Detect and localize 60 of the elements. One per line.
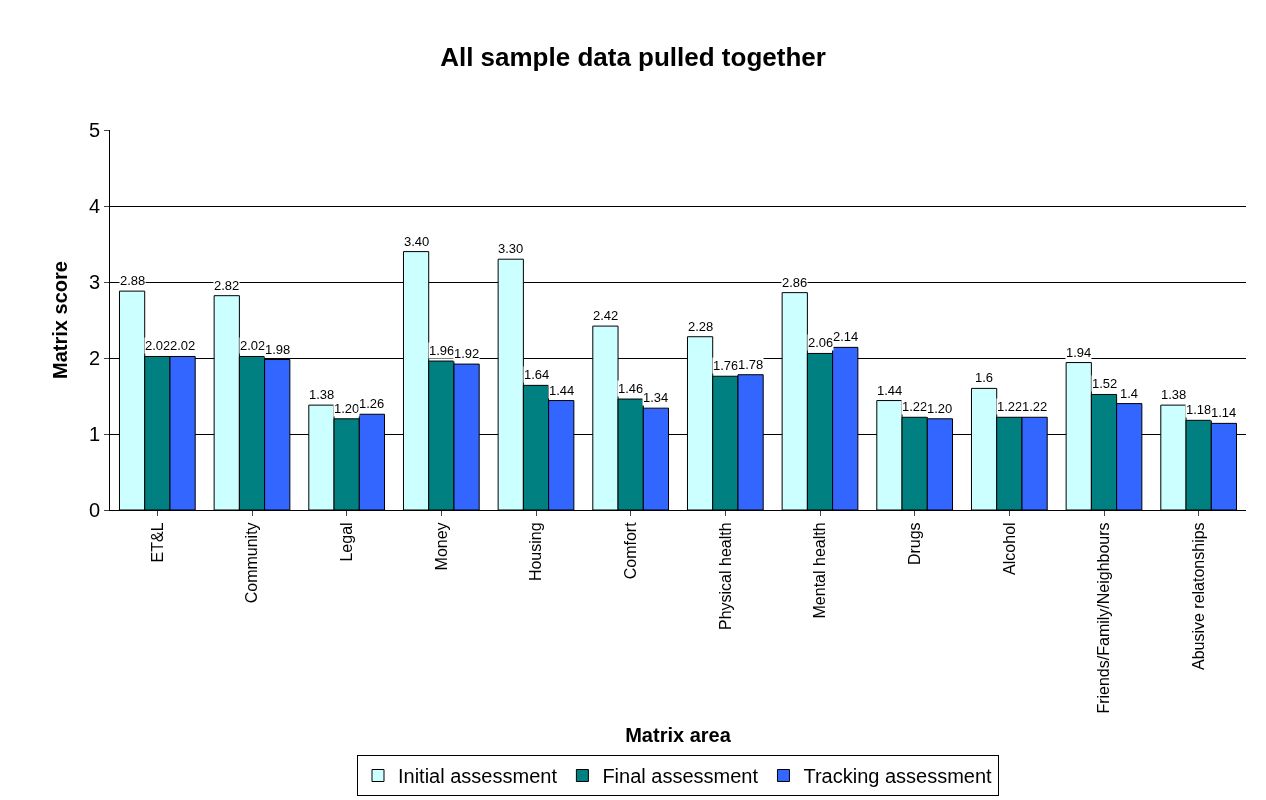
legend-label: Initial assessment [398,765,558,788]
data-label: 1.22 [1022,399,1048,414]
data-label: 1.38 [1161,387,1187,402]
data-label: 1.96 [429,343,455,358]
y-tick-label: 2 [88,347,100,369]
y-axis-title: Matrix score [49,261,72,379]
data-label: 1.20 [334,401,360,416]
data-label: 3.40 [404,234,430,249]
x-tick-label: Community [243,522,261,604]
data-label: 2.02 [145,338,171,353]
data-label: 1.98 [265,342,291,357]
data-label: 1.22 [997,399,1023,414]
data-label: 2.28 [688,319,714,334]
y-tick-label: 3 [88,271,100,293]
x-tick-label: Drugs [905,522,923,566]
x-tick-label: Housing [527,522,545,582]
data-label: 1.64 [524,367,550,382]
x-tick-label: Money [432,522,450,571]
data-label: 2.06 [808,335,834,350]
data-label: 2.88 [120,273,146,288]
x-tick-label: Legal [337,522,355,562]
chart-title: All sample data pulled together [440,42,826,73]
x-axis-title: Matrix area [625,724,732,747]
data-label: 1.76 [713,358,739,373]
data-label: 2.02 [170,338,196,353]
legend-label: Tracking assessment [803,765,993,788]
x-tick-label: ET&L [148,522,166,563]
data-label: 1.44 [549,383,575,398]
data-label: 2.82 [214,278,240,293]
data-label: 1.18 [1186,402,1212,417]
data-label: 1.94 [1066,345,1092,360]
data-label: 3.30 [498,241,524,256]
data-label: 1.44 [877,383,903,398]
y-tick-label: 0 [88,499,100,521]
legend-label: Final assessment [602,765,759,788]
x-tick-label: Physical health [716,522,734,631]
data-label: 1.26 [359,396,385,411]
y-tick-label: 4 [88,195,100,217]
data-label: 1.38 [309,387,335,402]
data-label: 2.86 [782,275,808,290]
x-tick-label: Friends/Family/Neighbours [1095,522,1113,714]
data-label: 1.46 [618,381,644,396]
x-tick-label: Mental health [811,522,829,619]
data-label: 1.6 [975,370,994,385]
data-label: 1.20 [927,401,953,416]
data-label: 1.34 [643,390,669,405]
x-tick-label: Comfort [621,521,639,580]
x-tick-label: Alcohol [1000,522,1018,575]
x-tick-label: Abusive relatonships [1189,522,1207,671]
data-label: 1.52 [1092,376,1118,391]
data-label: 1.22 [902,399,928,414]
y-tick-label: 5 [88,119,100,141]
y-tick-label: 1 [88,423,100,445]
data-label: 1.4 [1120,386,1139,401]
data-label: 1.14 [1211,405,1237,420]
data-label: 2.42 [593,308,619,323]
data-label: 2.02 [240,338,266,353]
data-label: 2.14 [833,329,859,344]
data-label: 1.92 [454,346,480,361]
data-label: 1.78 [738,357,764,372]
